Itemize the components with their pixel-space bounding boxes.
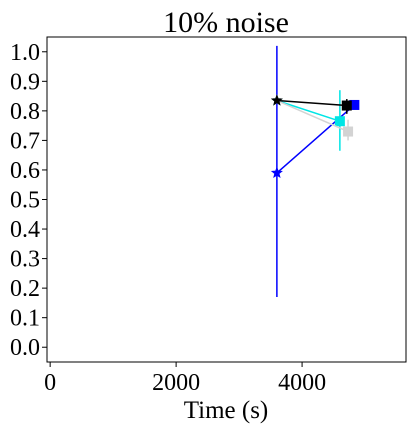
y-tick-label: 0.8 <box>10 99 40 125</box>
plot-area <box>270 45 360 297</box>
y-tick-label: 1.0 <box>10 40 40 66</box>
chart-title: 10% noise <box>163 6 289 39</box>
x-tick-label: 2000 <box>152 370 200 396</box>
y-tick-label: 0.0 <box>10 335 40 361</box>
data-point-square <box>341 100 352 111</box>
x-tick-label: 0 <box>44 370 56 396</box>
y-tick-label: 0.2 <box>10 276 40 302</box>
data-point-star <box>270 166 283 179</box>
y-tick-label: 0.3 <box>10 247 40 273</box>
series-4 <box>270 94 352 114</box>
data-point-square <box>343 126 354 137</box>
y-tick-label: 0.4 <box>10 217 40 243</box>
x-axis-label: Time (s) <box>184 397 269 424</box>
data-point-square <box>349 99 360 110</box>
data-point-star <box>270 94 283 106</box>
y-tick-label: 0.1 <box>10 306 40 332</box>
y-axis: 0.0 0.1 0.2 0.3 0.4 0.5 0.6 0.7 0.8 0.9 1.0 <box>10 40 47 361</box>
y-tick-label: 0.5 <box>10 188 40 214</box>
series-line <box>276 99 347 107</box>
y-tick-label: 0.7 <box>10 128 40 154</box>
x-axis: 0 2000 4000 <box>44 362 326 396</box>
y-tick-label: 0.9 <box>10 69 40 95</box>
y-tick-label: 0.6 <box>10 158 40 184</box>
x-tick-label: 4000 <box>278 370 326 396</box>
series-line <box>276 99 341 122</box>
data-point-square <box>334 116 345 127</box>
series-line <box>276 99 349 133</box>
